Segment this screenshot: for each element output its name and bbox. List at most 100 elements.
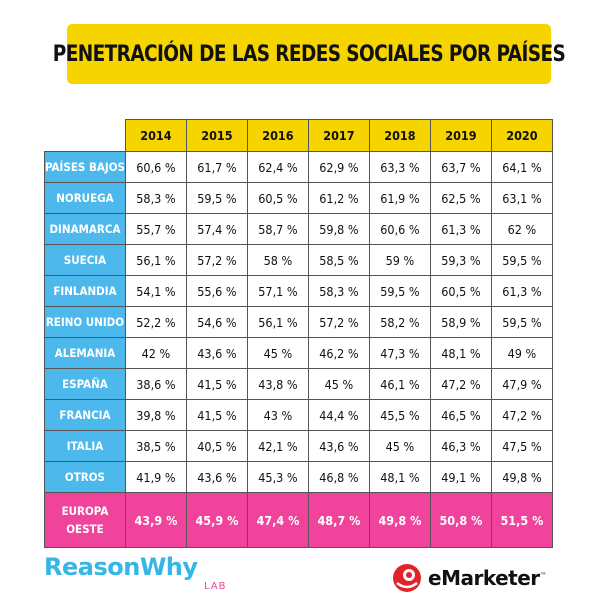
table-row: FINLANDIA 54,1 % 55,6 % 57,1 % 58,3 % 59,5 % 6… [44, 275, 553, 307]
value-cell: 56,1 % [246, 306, 309, 338]
emarketer-logo-text: eMarketer™ [428, 566, 547, 590]
table-row: REINO UNIDO 52,2 % 54,6 % 56,1 % 57,2 % 58,2 … [44, 306, 553, 338]
value-cell: 50,8 % [429, 492, 492, 548]
emarketer-logo: eMarketer™ [392, 560, 547, 596]
value-cell: 43,6 % [185, 337, 248, 369]
emarketer-icon [393, 564, 421, 592]
reasonwhy-logo-text: ReasonWhy [44, 553, 198, 581]
value-cell: 47,3 % [368, 337, 431, 369]
value-cell: 45 % [307, 368, 370, 400]
value-cell: 41,5 % [185, 399, 248, 431]
value-cell: 62,5 % [429, 182, 492, 214]
country-label: REINO UNIDO [44, 306, 126, 338]
year-header: 2017 [307, 119, 370, 152]
table-row: DINAMARCA 55,7 % 57,4 % 58,7 % 59,8 % 60,6 % 6… [44, 213, 553, 245]
country-label: ITALIA [44, 430, 126, 462]
value-cell: 61,9 % [368, 182, 431, 214]
value-cell: 59,5 % [490, 306, 553, 338]
value-cell: 57,2 % [185, 244, 248, 276]
value-cell: 38,6 % [124, 368, 187, 400]
value-cell: 58,2 % [368, 306, 431, 338]
value-cell: 58 % [246, 244, 309, 276]
value-cell: 63,1 % [490, 182, 553, 214]
value-cell: 43,6 % [185, 461, 248, 493]
value-cell: 43 % [246, 399, 309, 431]
title-banner: PENETRACIÓN DE LAS REDES SOCIALES POR PA… [53, 24, 566, 84]
table-row: ALEMANIA 42 % 43,6 % 45 % 46,2 % 47,3 % 48,1 %… [44, 337, 553, 369]
value-cell: 62,4 % [246, 151, 309, 183]
table-row: PAÍSES BAJOS 60,6 % 61,7 % 62,4 % 62,9 % 63,3… [44, 151, 553, 183]
value-cell: 63,7 % [429, 151, 492, 183]
table-row: FRANCIA 39,8 % 41,5 % 43 % 44,4 % 45,5 % 46,5 … [44, 399, 553, 431]
country-label: EUROPA OESTE [44, 492, 126, 548]
value-cell: 46,8 % [307, 461, 370, 493]
table-row: ESPAÑA 38,6 % 41,5 % 43,8 % 45 % 46,1 % 47,2 %… [44, 368, 553, 400]
value-cell: 49 % [490, 337, 553, 369]
value-cell: 57,2 % [307, 306, 370, 338]
table-row: ITALIA 38,5 % 40,5 % 42,1 % 43,6 % 45 % 46,3 %… [44, 430, 553, 462]
value-cell: 58,3 % [124, 182, 187, 214]
value-cell: 47,2 % [490, 399, 553, 431]
value-cell: 54,1 % [124, 275, 187, 307]
value-cell: 46,2 % [307, 337, 370, 369]
value-cell: 49,8 % [490, 461, 553, 493]
value-cell: 46,1 % [368, 368, 431, 400]
country-label: DINAMARCA [44, 213, 126, 245]
value-cell: 59,5 % [368, 275, 431, 307]
value-cell: 48,1 % [429, 337, 492, 369]
reasonwhy-logo: ReasonWhy LAB [44, 553, 226, 593]
value-cell: 59,5 % [185, 182, 248, 214]
value-cell: 45 % [368, 430, 431, 462]
country-label: SUECIA [44, 244, 126, 276]
value-cell: 48,7 % [307, 492, 370, 548]
value-cell: 58,3 % [307, 275, 370, 307]
emarketer-trademark: ™ [539, 571, 547, 580]
table-body: PAÍSES BAJOS 60,6 % 61,7 % 62,4 % 62,9 % 63,3… [44, 151, 553, 548]
value-cell: 61,3 % [490, 275, 553, 307]
value-cell: 62 % [490, 213, 553, 245]
value-cell: 57,1 % [246, 275, 309, 307]
value-cell: 47,5 % [490, 430, 553, 462]
value-cell: 42,1 % [246, 430, 309, 462]
value-cell: 60,6 % [124, 151, 187, 183]
value-cell: 59,8 % [307, 213, 370, 245]
year-header: 2016 [246, 119, 309, 152]
value-cell: 43,6 % [307, 430, 370, 462]
country-label: OTROS [44, 461, 126, 493]
value-cell: 45,3 % [246, 461, 309, 493]
value-cell: 41,9 % [124, 461, 187, 493]
data-table: 2014 2015 2016 2017 2018 2019 2020 PAÍSES BAJO… [44, 119, 553, 548]
value-cell: 61,3 % [429, 213, 492, 245]
value-cell: 51,5 % [490, 492, 553, 548]
value-cell: 39,8 % [124, 399, 187, 431]
value-cell: 58,5 % [307, 244, 370, 276]
value-cell: 55,6 % [185, 275, 248, 307]
value-cell: 43,8 % [246, 368, 309, 400]
value-cell: 59 % [368, 244, 431, 276]
value-cell: 46,5 % [429, 399, 492, 431]
value-cell: 43,9 % [124, 492, 187, 548]
country-label: ESPAÑA [44, 368, 126, 400]
value-cell: 59,3 % [429, 244, 492, 276]
value-cell: 38,5 % [124, 430, 187, 462]
value-cell: 49,8 % [368, 492, 431, 548]
value-cell: 45,9 % [185, 492, 248, 548]
value-cell: 42 % [124, 337, 187, 369]
value-cell: 46,3 % [429, 430, 492, 462]
country-label: PAÍSES BAJOS [44, 151, 126, 183]
value-cell: 60,5 % [429, 275, 492, 307]
value-cell: 60,6 % [368, 213, 431, 245]
value-cell: 58,9 % [429, 306, 492, 338]
table-row: SUECIA 56,1 % 57,2 % 58 % 58,5 % 59 % 59,3 % 59… [44, 244, 553, 276]
value-cell: 49,1 % [429, 461, 492, 493]
value-cell: 47,9 % [490, 368, 553, 400]
value-cell: 58,7 % [246, 213, 309, 245]
value-cell: 63,3 % [368, 151, 431, 183]
reasonwhy-logo-sub: LAB [204, 581, 227, 592]
value-cell: 56,1 % [124, 244, 187, 276]
value-cell: 64,1 % [490, 151, 553, 183]
country-label: NORUEGA [44, 182, 126, 214]
country-label: FRANCIA [44, 399, 126, 431]
value-cell: 47,2 % [429, 368, 492, 400]
value-cell: 45 % [246, 337, 309, 369]
